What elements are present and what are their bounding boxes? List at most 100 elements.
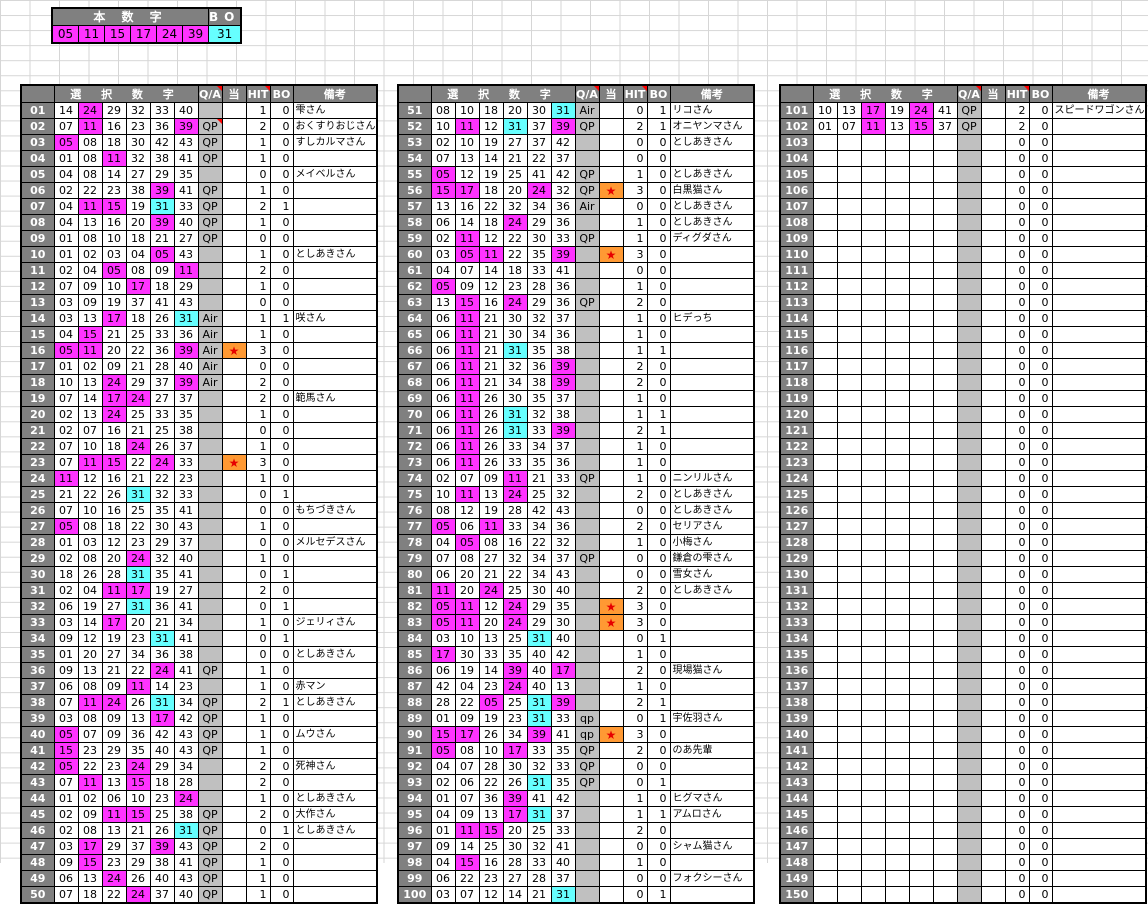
number-cell[interactable]: 21 bbox=[502, 150, 528, 167]
qa-cell[interactable] bbox=[956, 790, 982, 807]
number-cell[interactable]: 06 bbox=[430, 406, 456, 423]
hit-count-cell[interactable]: 1 bbox=[245, 406, 271, 423]
qa-cell[interactable]: QP bbox=[197, 726, 223, 743]
qa-cell[interactable]: Air bbox=[197, 310, 223, 327]
row-number-cell[interactable]: 03 bbox=[20, 134, 55, 151]
remark-cell[interactable] bbox=[292, 566, 378, 583]
number-cell[interactable]: 13 bbox=[125, 710, 151, 727]
number-cell[interactable] bbox=[836, 646, 862, 663]
number-cell[interactable] bbox=[884, 470, 910, 487]
hit-count-cell[interactable]: 0 bbox=[622, 566, 648, 583]
qa-cell[interactable] bbox=[574, 518, 600, 535]
number-cell[interactable]: 37 bbox=[125, 838, 151, 855]
number-cell[interactable]: 18 bbox=[149, 774, 175, 791]
remark-cell[interactable]: としあきさん bbox=[669, 486, 755, 503]
number-cell[interactable]: 21 bbox=[101, 662, 127, 679]
number-cell[interactable]: 03 bbox=[101, 246, 127, 263]
bo-count-cell[interactable]: 0 bbox=[646, 486, 671, 503]
number-cell[interactable]: 40 bbox=[173, 358, 199, 375]
bo-count-cell[interactable]: 0 bbox=[1028, 742, 1053, 759]
hit-mark-cell[interactable] bbox=[980, 406, 1006, 423]
hit-count-cell[interactable]: 2 bbox=[622, 694, 648, 711]
number-cell[interactable] bbox=[836, 870, 862, 887]
hit-mark-cell[interactable] bbox=[598, 294, 624, 311]
qa-cell[interactable] bbox=[574, 662, 600, 679]
qa-cell[interactable]: QP bbox=[574, 230, 600, 247]
number-cell[interactable]: 10 bbox=[53, 374, 79, 391]
number-cell[interactable]: 39 bbox=[502, 790, 528, 807]
hit-count-cell[interactable]: 1 bbox=[622, 342, 648, 359]
number-cell[interactable]: 05 bbox=[101, 262, 127, 279]
bo-count-cell[interactable]: 0 bbox=[269, 102, 294, 119]
hit-count-cell[interactable]: 0 bbox=[1004, 486, 1030, 503]
number-cell[interactable] bbox=[908, 214, 934, 231]
number-cell[interactable]: 02 bbox=[430, 134, 456, 151]
number-cell[interactable]: 13 bbox=[77, 662, 103, 679]
row-number-cell[interactable]: 77 bbox=[397, 518, 432, 535]
qa-cell[interactable] bbox=[956, 886, 982, 904]
number-cell[interactable]: 09 bbox=[454, 710, 480, 727]
number-cell[interactable]: 02 bbox=[430, 230, 456, 247]
col-header-qa[interactable]: Q/A bbox=[956, 84, 982, 103]
remark-cell[interactable] bbox=[1051, 598, 1146, 615]
remark-cell[interactable] bbox=[669, 150, 755, 167]
bo-count-cell[interactable]: 0 bbox=[646, 310, 671, 327]
number-cell[interactable]: 06 bbox=[430, 454, 456, 471]
row-number-cell[interactable]: 68 bbox=[397, 374, 432, 391]
qa-cell[interactable] bbox=[956, 310, 982, 327]
bo-count-cell[interactable]: 0 bbox=[269, 550, 294, 567]
number-cell[interactable] bbox=[932, 470, 958, 487]
number-cell[interactable]: 37 bbox=[550, 310, 576, 327]
number-cell[interactable]: 16 bbox=[101, 502, 127, 519]
hit-mark-cell[interactable] bbox=[980, 166, 1006, 183]
bo-count-cell[interactable]: 0 bbox=[269, 710, 294, 727]
hit-count-cell[interactable]: 1 bbox=[622, 806, 648, 823]
hit-count-cell[interactable]: 0 bbox=[1004, 774, 1030, 791]
number-cell[interactable]: 38 bbox=[526, 374, 552, 391]
number-cell[interactable]: 36 bbox=[550, 198, 576, 215]
hit-mark-cell[interactable]: ★ bbox=[598, 246, 624, 263]
number-cell[interactable]: 13 bbox=[884, 118, 910, 135]
number-cell[interactable]: 14 bbox=[77, 614, 103, 631]
main-number-cell[interactable]: 05 bbox=[51, 25, 79, 44]
number-cell[interactable]: 39 bbox=[149, 838, 175, 855]
number-cell[interactable] bbox=[812, 774, 838, 791]
remark-cell[interactable] bbox=[292, 598, 378, 615]
row-number-cell[interactable]: 130 bbox=[779, 566, 814, 583]
hit-mark-cell[interactable] bbox=[598, 230, 624, 247]
number-cell[interactable]: 07 bbox=[77, 726, 103, 743]
hit-mark-cell[interactable] bbox=[980, 614, 1006, 631]
number-cell[interactable] bbox=[908, 198, 934, 215]
remark-cell[interactable]: としあきさん bbox=[292, 822, 378, 839]
hit-count-cell[interactable]: 0 bbox=[1004, 198, 1030, 215]
row-number-cell[interactable]: 135 bbox=[779, 646, 814, 663]
number-cell[interactable]: 15 bbox=[101, 198, 127, 215]
number-cell[interactable]: 07 bbox=[454, 758, 480, 775]
number-cell[interactable]: 31 bbox=[502, 422, 528, 439]
qa-cell[interactable] bbox=[574, 790, 600, 807]
number-cell[interactable] bbox=[932, 278, 958, 295]
remark-cell[interactable] bbox=[1051, 678, 1146, 695]
row-number-cell[interactable]: 45 bbox=[20, 806, 55, 823]
number-cell[interactable]: 10 bbox=[478, 742, 504, 759]
number-cell[interactable]: 35 bbox=[526, 342, 552, 359]
number-cell[interactable]: 33 bbox=[502, 454, 528, 471]
number-cell[interactable] bbox=[908, 710, 934, 727]
number-cell[interactable] bbox=[932, 694, 958, 711]
number-cell[interactable] bbox=[860, 534, 886, 551]
number-cell[interactable] bbox=[812, 214, 838, 231]
col-header-biko[interactable]: 備考 bbox=[669, 84, 755, 103]
number-cell[interactable] bbox=[884, 758, 910, 775]
remark-cell[interactable] bbox=[1051, 582, 1146, 599]
number-cell[interactable]: 41 bbox=[550, 838, 576, 855]
number-cell[interactable] bbox=[812, 454, 838, 471]
qa-cell[interactable]: Air bbox=[574, 102, 600, 119]
number-cell[interactable]: 35 bbox=[550, 598, 576, 615]
qa-cell[interactable] bbox=[956, 518, 982, 535]
number-cell[interactable]: 18 bbox=[77, 886, 103, 904]
number-cell[interactable]: 30 bbox=[149, 518, 175, 535]
bo-count-cell[interactable]: 0 bbox=[269, 470, 294, 487]
remark-cell[interactable] bbox=[1051, 422, 1146, 439]
hit-mark-cell[interactable] bbox=[598, 454, 624, 471]
number-cell[interactable]: 26 bbox=[149, 310, 175, 327]
